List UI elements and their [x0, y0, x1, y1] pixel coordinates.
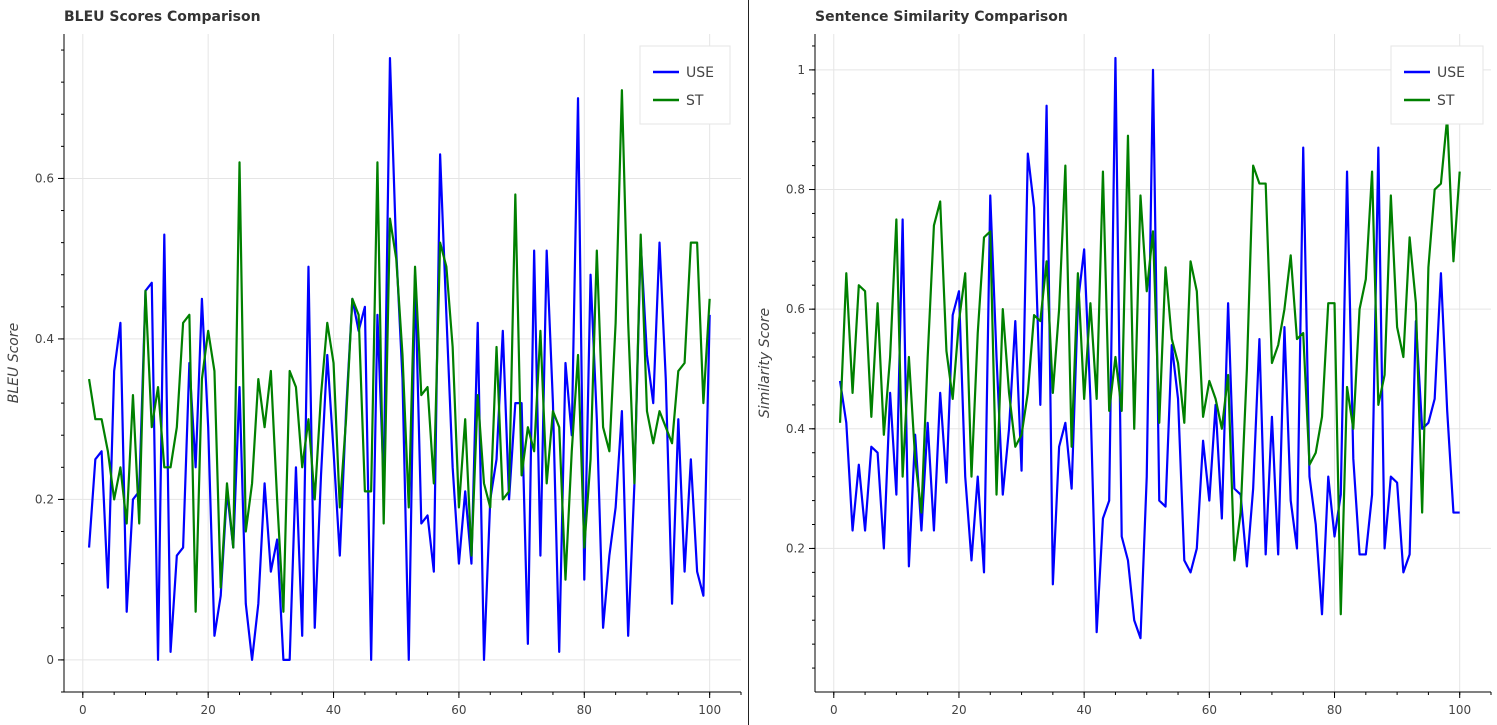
x-tick-label: 20 [201, 703, 216, 717]
series-line-st [838, 116, 1461, 616]
legend-box [1390, 45, 1484, 125]
bleu-chart-panel: BLEU Scores Comparison 0 20 40 60 80 100 0 0.2 0… [0, 0, 748, 725]
x-tick-label: 60 [1202, 703, 1217, 717]
chart-title: Sentence Similarity Comparison [815, 9, 1068, 25]
x-tick-label: 40 [326, 703, 341, 717]
legend-label-st: ST [1437, 93, 1455, 109]
x-tick-label: 60 [451, 703, 466, 717]
y-tick-label: 0 [46, 653, 54, 667]
x-tick-label: 20 [951, 703, 966, 717]
series-line-use [838, 56, 1460, 640]
chart-title: BLEU Scores Comparison [64, 9, 261, 25]
bleu-chart-svg: 0 20 40 60 80 100 0 0.2 0.4 0.6 BLEU Score USE ST [6, 34, 742, 717]
y-tick-label: 0.2 [786, 541, 805, 555]
legend-label-st: ST [686, 93, 704, 109]
x-tick-label: 40 [1077, 703, 1092, 717]
y-tick-label: 0.4 [35, 332, 54, 346]
y-tick-label: 1 [797, 63, 805, 77]
x-tick-label: 0 [79, 703, 87, 717]
legend-label-use: USE [1437, 65, 1465, 81]
similarity-chart-panel: Sentence Similarity Comparison 0 20 40 60 80… [750, 0, 1497, 725]
series-line-st [87, 89, 711, 613]
y-tick-label: 0.6 [786, 302, 805, 316]
x-tick-label: 0 [830, 703, 838, 717]
similarity-chart-svg: 0 20 40 60 80 100 0.2 0.4 0.6 0.8 1 Similarity Scor… [757, 34, 1492, 717]
series-line-use [87, 56, 711, 662]
x-tick-label: 80 [577, 703, 592, 717]
y-tick-label: 0.2 [35, 492, 54, 506]
x-tick-label: 100 [1448, 703, 1471, 717]
y-tick-label: 0.6 [35, 171, 54, 185]
x-tick-label: 80 [1327, 703, 1342, 717]
x-tick-label: 100 [698, 703, 721, 717]
legend-label-use: USE [686, 65, 714, 81]
legend-box [639, 45, 731, 125]
y-tick-label: 0.4 [786, 422, 805, 436]
y-tick-label: 0.8 [786, 183, 805, 197]
y-axis-title: BLEU Score [6, 323, 22, 403]
panel-divider [748, 0, 749, 725]
y-axis-title: Similarity Score [757, 308, 773, 418]
